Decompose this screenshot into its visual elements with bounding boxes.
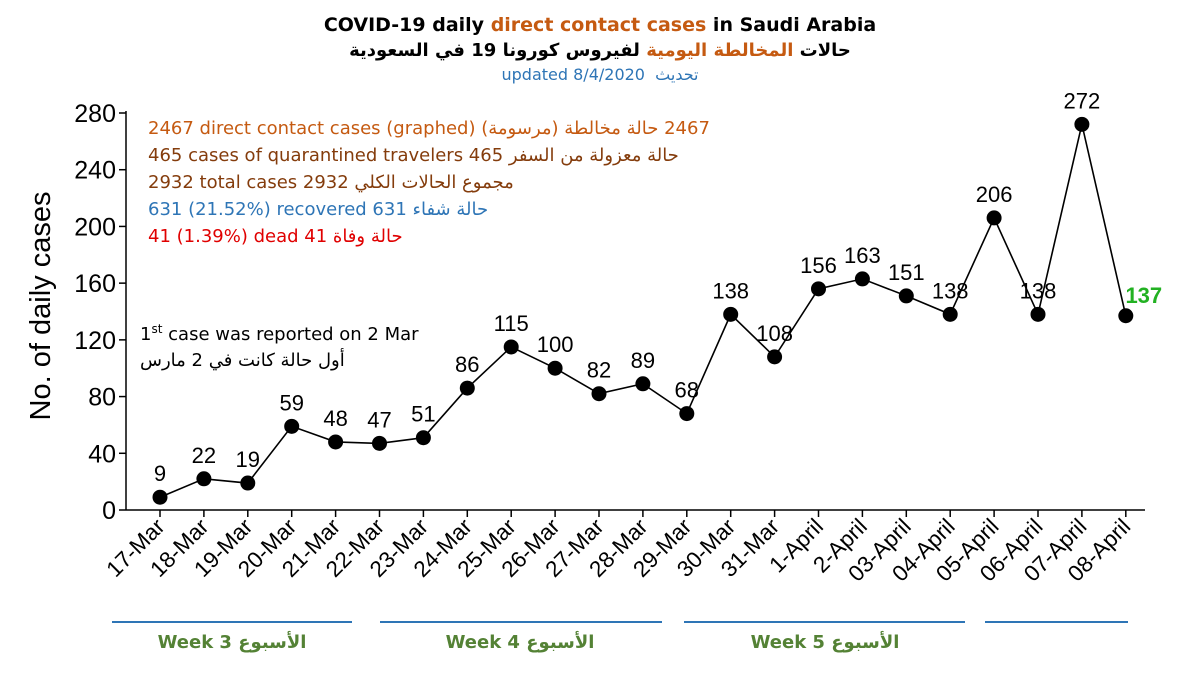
data-label: 100 [537, 332, 574, 357]
data-labels: 9 22 19 59 48 47 51 86 115 100 82 89 68 138 108 156 163 1… [154, 88, 1162, 486]
data-label: 151 [888, 260, 925, 285]
y-axis-label: No. of daily cases [25, 192, 57, 421]
data-point [503, 339, 519, 355]
updated-date: updated 8/4/2020 تحديث [501, 65, 699, 84]
data-point [547, 360, 563, 376]
y-ticks: 0 40 80 120 160 200 240 280 No. of daily cases [25, 100, 126, 525]
y-tick-label: 160 [74, 270, 116, 298]
first-case-line2: أول حالة كانت في 2 مارس [140, 348, 345, 371]
data-label: 272 [1064, 88, 1101, 113]
data-point [284, 418, 300, 434]
data-label: 22 [192, 443, 216, 468]
data-label: 115 [494, 311, 529, 336]
data-label: 9 [154, 461, 166, 486]
data-label: 51 [411, 402, 435, 427]
data-point [854, 271, 870, 287]
data-label: 206 [976, 182, 1013, 207]
y-tick-label: 200 [74, 213, 116, 241]
data-label: 138 [932, 278, 969, 303]
week-label: Week 4 الأسبوع [446, 631, 595, 653]
chart-title-ar: حالات المخالطة اليومية لفيروس كورونا 19 … [349, 40, 851, 61]
info-line: 631 (21.52%) recovered 631 حالة شفاء [148, 199, 488, 220]
data-label: 68 [675, 378, 699, 403]
info-box: 2467 direct contact cases (graphed) (مرس… [148, 118, 710, 247]
data-point [328, 434, 344, 450]
data-point [196, 471, 212, 487]
week-bands: Week 3 الأسبوع Week 4 الأسبوع Week 5 الأسب… [112, 621, 1128, 653]
data-points [152, 116, 1134, 505]
data-point [240, 475, 256, 491]
y-tick-label: 120 [74, 327, 116, 355]
data-point [591, 386, 607, 402]
data-point [986, 210, 1002, 226]
data-label: 163 [844, 243, 881, 268]
data-point [152, 489, 168, 505]
data-label: 47 [367, 407, 391, 432]
data-point [1030, 306, 1046, 322]
data-label: 137 [1125, 283, 1162, 308]
y-tick-label: 280 [74, 100, 116, 128]
chart-header: COVID-19 daily direct contact cases in S… [0, 14, 1200, 84]
data-label: 48 [323, 406, 347, 431]
data-point [459, 380, 475, 396]
data-label: 19 [236, 447, 260, 472]
x-tick-labels: 17-Mar18-Mar19-Mar20-Mar21-Mar22-Mar23-M… [101, 510, 1135, 586]
info-line: 465 cases of quarantined travelers 465 ح… [148, 145, 679, 166]
data-label: 138 [1020, 278, 1057, 303]
data-point [942, 306, 958, 322]
data-point [372, 435, 387, 451]
data-label: 108 [756, 321, 793, 346]
y-tick-label: 0 [102, 497, 116, 525]
chart-title-en: COVID-19 daily direct contact cases in S… [323, 14, 877, 36]
data-point [1118, 308, 1134, 324]
y-tick-label: 80 [88, 384, 116, 412]
data-point [898, 288, 914, 304]
y-tick-label: 240 [74, 157, 116, 185]
data-point [415, 430, 431, 446]
data-label: 59 [279, 390, 303, 415]
data-label: 156 [800, 253, 837, 278]
info-line: 41 (1.39%) dead 41 حالة وفاة [148, 226, 403, 247]
y-tick-label: 40 [88, 440, 116, 468]
data-point [679, 406, 695, 422]
data-point [635, 376, 651, 392]
chart-axes [125, 111, 1145, 511]
data-point [1074, 116, 1090, 132]
data-label: 86 [455, 352, 479, 377]
data-point [723, 306, 739, 322]
data-point [767, 349, 783, 365]
info-line: 2932 total cases 2932 مجموع الحالات الكل… [148, 172, 514, 193]
data-label: 82 [587, 358, 611, 383]
week-label: Week 5 الأسبوع [751, 631, 900, 653]
week-label: Week 3 الأسبوع [158, 631, 307, 653]
data-label: 89 [631, 348, 655, 373]
data-label: 138 [712, 278, 749, 303]
first-case-note: 1st case was reported on 2 Mar أول حالة ك… [140, 322, 419, 371]
first-case-line1: 1st case was reported on 2 Mar [140, 322, 419, 345]
info-line: 2467 direct contact cases (graphed) (مرس… [148, 118, 710, 139]
data-point [811, 281, 826, 297]
